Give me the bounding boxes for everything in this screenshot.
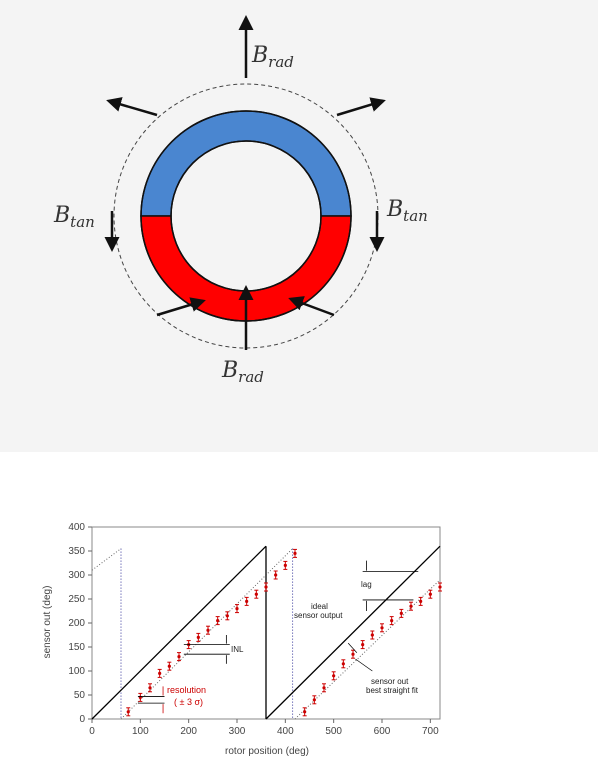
data-point xyxy=(177,655,181,659)
data-point xyxy=(245,599,249,603)
label-brad-bottom: Brad xyxy=(221,358,264,386)
data-point xyxy=(438,585,442,589)
label-brad-top: Brad xyxy=(251,43,294,71)
y-axis-label: sensor out (deg) xyxy=(42,586,53,659)
y-tick-label: 350 xyxy=(68,546,85,557)
data-point xyxy=(399,611,403,615)
data-point xyxy=(158,671,162,675)
x-axis-label: rotor position (deg) xyxy=(225,746,309,757)
data-point xyxy=(148,686,152,690)
y-tick-label: 50 xyxy=(74,690,86,701)
x-tick-label: 0 xyxy=(89,726,95,737)
x-tick-label: 100 xyxy=(132,726,149,737)
fit-line xyxy=(91,548,122,571)
annotation-ideal-2: sensor output xyxy=(294,611,343,620)
data-point xyxy=(419,599,423,603)
y-tick-label: 300 xyxy=(68,570,85,581)
annotation-lag: lag xyxy=(361,580,372,589)
data-point xyxy=(332,674,336,678)
annotation-ideal-1: ideal xyxy=(311,602,328,611)
label-btan-left: Btan xyxy=(53,203,95,231)
arrow-top-right xyxy=(336,97,386,117)
data-point xyxy=(351,652,355,656)
data-point xyxy=(293,551,297,555)
arrow-bottom-left xyxy=(156,297,206,317)
annotation-resolution-sigma: ( ± 3 σ) xyxy=(174,697,203,707)
data-point xyxy=(216,619,220,623)
ring-inner-edge xyxy=(170,140,322,292)
data-point xyxy=(264,585,268,589)
data-point xyxy=(322,686,326,690)
data-point xyxy=(380,626,384,630)
annotation-resolution: resolution xyxy=(167,685,206,695)
x-tick-label: 200 xyxy=(180,726,197,737)
data-point xyxy=(303,710,307,714)
data-point xyxy=(206,628,210,632)
data-point xyxy=(390,619,394,623)
y-tick-label: 150 xyxy=(68,642,85,653)
label-btan-right: Btan xyxy=(386,197,428,225)
data-point xyxy=(254,592,258,596)
magnet-diagram: Brad Btan Btan Brad xyxy=(53,15,428,386)
ideal-pointer xyxy=(347,642,358,653)
data-point xyxy=(126,710,130,714)
y-tick-label: 400 xyxy=(68,522,85,533)
data-point xyxy=(312,698,316,702)
annotation-inl: INL xyxy=(231,645,244,654)
ideal-line xyxy=(91,545,267,720)
data-point xyxy=(428,592,432,596)
data-point xyxy=(361,643,365,647)
annotation-fit-2: best straight fit xyxy=(366,686,419,695)
sensor-output-chart: 0 100 200 300 400 500 600 700 0 50 100 150 200 250 300… xyxy=(42,522,442,757)
x-tick-label: 400 xyxy=(277,726,294,737)
data-point xyxy=(409,604,413,608)
fit-line xyxy=(294,579,441,720)
x-tick-label: 300 xyxy=(229,726,246,737)
fit-pointer xyxy=(355,658,373,672)
data-point xyxy=(225,614,229,618)
ideal-line xyxy=(265,545,441,720)
y-tick-label: 200 xyxy=(68,618,85,629)
data-point xyxy=(235,607,239,611)
annotation-fit-1: sensor out xyxy=(371,677,409,686)
data-point xyxy=(167,664,171,668)
data-point xyxy=(283,563,287,567)
data-point xyxy=(370,633,374,637)
arrow-bottom-right xyxy=(288,296,335,317)
y-tick-label: 250 xyxy=(68,594,85,605)
arrow-top-left xyxy=(106,97,158,117)
y-tick-label: 100 xyxy=(68,666,85,677)
data-point xyxy=(196,635,200,639)
y-tick-label: 0 xyxy=(79,714,85,725)
magnet-diagram-panel xyxy=(0,0,598,452)
data-point xyxy=(341,662,345,666)
data-point xyxy=(274,573,278,577)
x-tick-label: 500 xyxy=(325,726,342,737)
x-tick-label: 600 xyxy=(374,726,391,737)
x-tick-label: 700 xyxy=(422,726,439,737)
